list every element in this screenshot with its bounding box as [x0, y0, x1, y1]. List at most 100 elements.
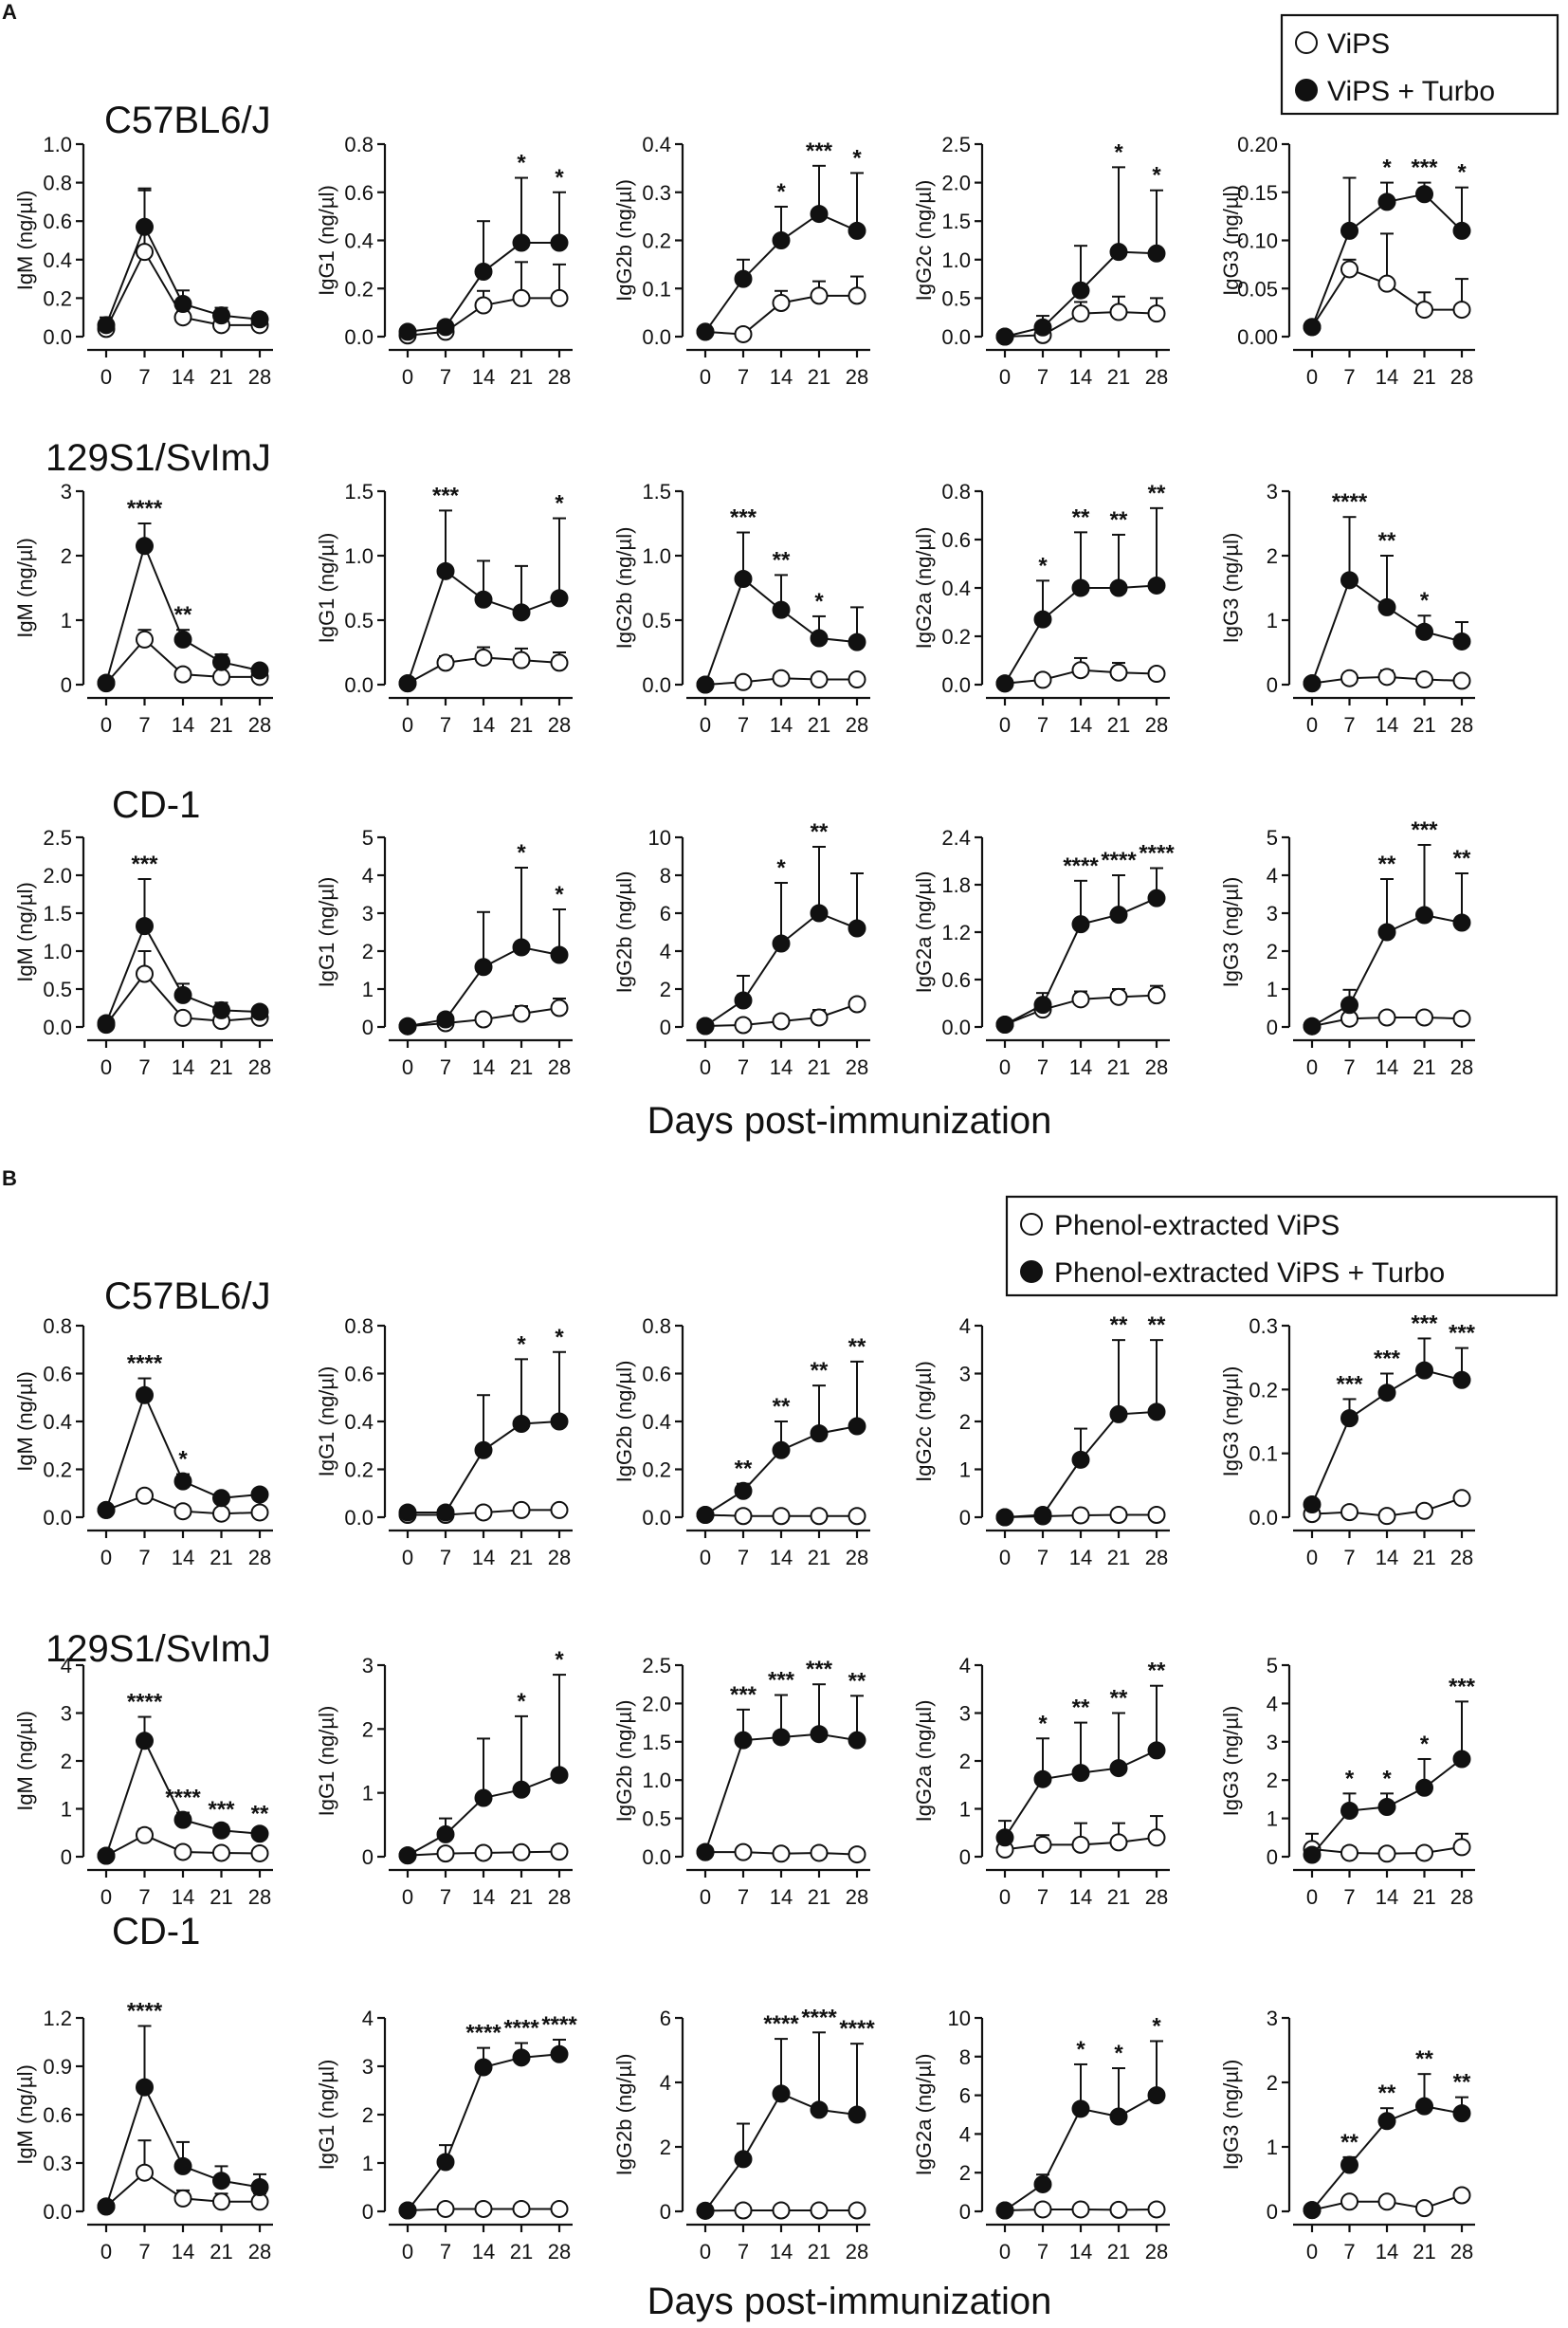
point-turbo: [97, 673, 116, 692]
point-turbo: [436, 2153, 455, 2172]
significance-label: **: [1072, 1696, 1090, 1721]
y-tick-label: 0.4: [941, 577, 971, 600]
y-tick-label: 0.8: [344, 133, 374, 156]
x-tick-label: 28: [1450, 365, 1473, 389]
x-tick-label: 28: [548, 713, 571, 737]
y-tick-label: 0.4: [642, 133, 671, 156]
x-tick-label: 0: [100, 365, 112, 389]
significance-label: **: [811, 1358, 829, 1384]
point-turbo: [1147, 576, 1166, 595]
significance-label: **: [735, 1457, 753, 1482]
x-tick-label: 21: [1107, 713, 1130, 737]
y-tick-label: 0.1: [1249, 1442, 1278, 1466]
y-tick-label: 2: [1267, 544, 1278, 568]
point-turbo: [436, 561, 455, 580]
x-tick-label: 21: [808, 2240, 830, 2264]
x-tick-label: 28: [548, 2240, 571, 2264]
point-vips: [1033, 1835, 1052, 1854]
point-turbo: [97, 316, 116, 335]
x-tick-label: 14: [1069, 365, 1092, 389]
x-tick-label: 7: [1343, 365, 1355, 389]
y-tick-label: 1.5: [43, 902, 72, 926]
point-turbo: [810, 1424, 829, 1443]
significance-label: *: [814, 589, 824, 614]
x-tick-label: 14: [172, 1055, 194, 1079]
significance-label: *: [1457, 160, 1467, 186]
subplot-B-3-4: 0 2 4 6 8 10 0 7 14 21 28 IgG2a (ng/µl) * * *: [912, 2007, 1170, 2264]
x-tick-label: 7: [1037, 2240, 1048, 2264]
significance-label: ****: [839, 2016, 875, 2042]
point-turbo: [1452, 632, 1471, 651]
y-tick-label: 0.5: [941, 286, 971, 310]
point-vips: [1147, 2200, 1166, 2219]
y-tick-label: 4: [1267, 1692, 1278, 1715]
x-tick-label: 0: [402, 713, 413, 737]
x-tick-label: 0: [402, 1885, 413, 1909]
x-tick-label: 14: [770, 713, 793, 737]
point-turbo: [1147, 1741, 1166, 1760]
significance-label: **: [1453, 846, 1471, 871]
point-vips: [1109, 1505, 1128, 1524]
significance-label: *: [1038, 553, 1048, 578]
y-axis-label: IgG1 (ng/µl): [315, 1706, 338, 1817]
point-turbo: [696, 322, 715, 341]
point-turbo: [136, 1385, 154, 1404]
x-tick-label: 28: [548, 365, 571, 389]
point-vips: [734, 1016, 753, 1035]
y-tick-label: 0.8: [344, 1314, 374, 1338]
point-turbo: [1303, 318, 1322, 337]
y-tick-label: 0.0: [344, 673, 374, 697]
x-tick-label: 7: [440, 1546, 451, 1569]
x-tick-label: 21: [808, 1885, 830, 1909]
point-turbo: [995, 674, 1014, 693]
x-tick-label: 28: [1145, 365, 1168, 389]
x-tick-label: 21: [1413, 2240, 1435, 2264]
x-tick-label: 7: [1037, 365, 1048, 389]
y-tick-label: 0.6: [941, 528, 971, 552]
point-turbo: [1377, 923, 1396, 942]
y-tick-label: 2: [362, 940, 374, 963]
point-turbo: [995, 1016, 1014, 1034]
y-tick-label: 0.0: [941, 325, 971, 349]
point-turbo: [398, 2201, 417, 2220]
y-axis-label: IgM (ng/µl): [13, 538, 37, 638]
x-tick-label: 28: [1145, 1546, 1168, 1569]
y-tick-label: 1: [61, 609, 72, 632]
y-tick-label: 0.10: [1237, 229, 1278, 253]
significance-label: ****: [1063, 853, 1099, 879]
point-turbo: [512, 233, 531, 252]
x-tick-label: 0: [999, 1546, 1011, 1569]
point-vips: [136, 1825, 154, 1844]
y-tick-label: 1: [362, 978, 374, 1001]
significance-label: *: [1114, 2041, 1123, 2066]
significance-label: **: [811, 819, 829, 845]
x-tick-label: 0: [100, 713, 112, 737]
y-tick-label: 8: [959, 2045, 971, 2069]
x-tick-label: 0: [999, 365, 1011, 389]
point-vips: [1033, 670, 1052, 689]
x-tick-label: 7: [1037, 1055, 1048, 1079]
point-vips: [136, 243, 154, 262]
panel-label-b: B: [2, 1166, 17, 1190]
significance-label: ***: [1411, 1311, 1438, 1336]
y-axis-label: IgG2b (ng/µl): [612, 871, 636, 994]
x-tick-label: 7: [138, 1885, 150, 1909]
point-turbo: [772, 2084, 791, 2103]
point-vips: [772, 293, 791, 312]
x-tick-label: 21: [510, 1055, 533, 1079]
point-turbo: [550, 589, 569, 608]
y-tick-label: 1.0: [642, 1769, 671, 1792]
y-axis-label: IgG2a (ng/µl): [912, 527, 936, 650]
y-axis-label: IgG2c (ng/µl): [912, 1361, 936, 1482]
y-tick-label: 1: [61, 1798, 72, 1822]
significance-label: *: [1420, 1732, 1430, 1757]
y-tick-label: 0.6: [941, 968, 971, 992]
x-tick-label: 14: [1376, 713, 1398, 737]
y-tick-label: 3: [1267, 480, 1278, 504]
point-turbo: [97, 1014, 116, 1033]
x-tick-label: 21: [510, 2240, 533, 2264]
